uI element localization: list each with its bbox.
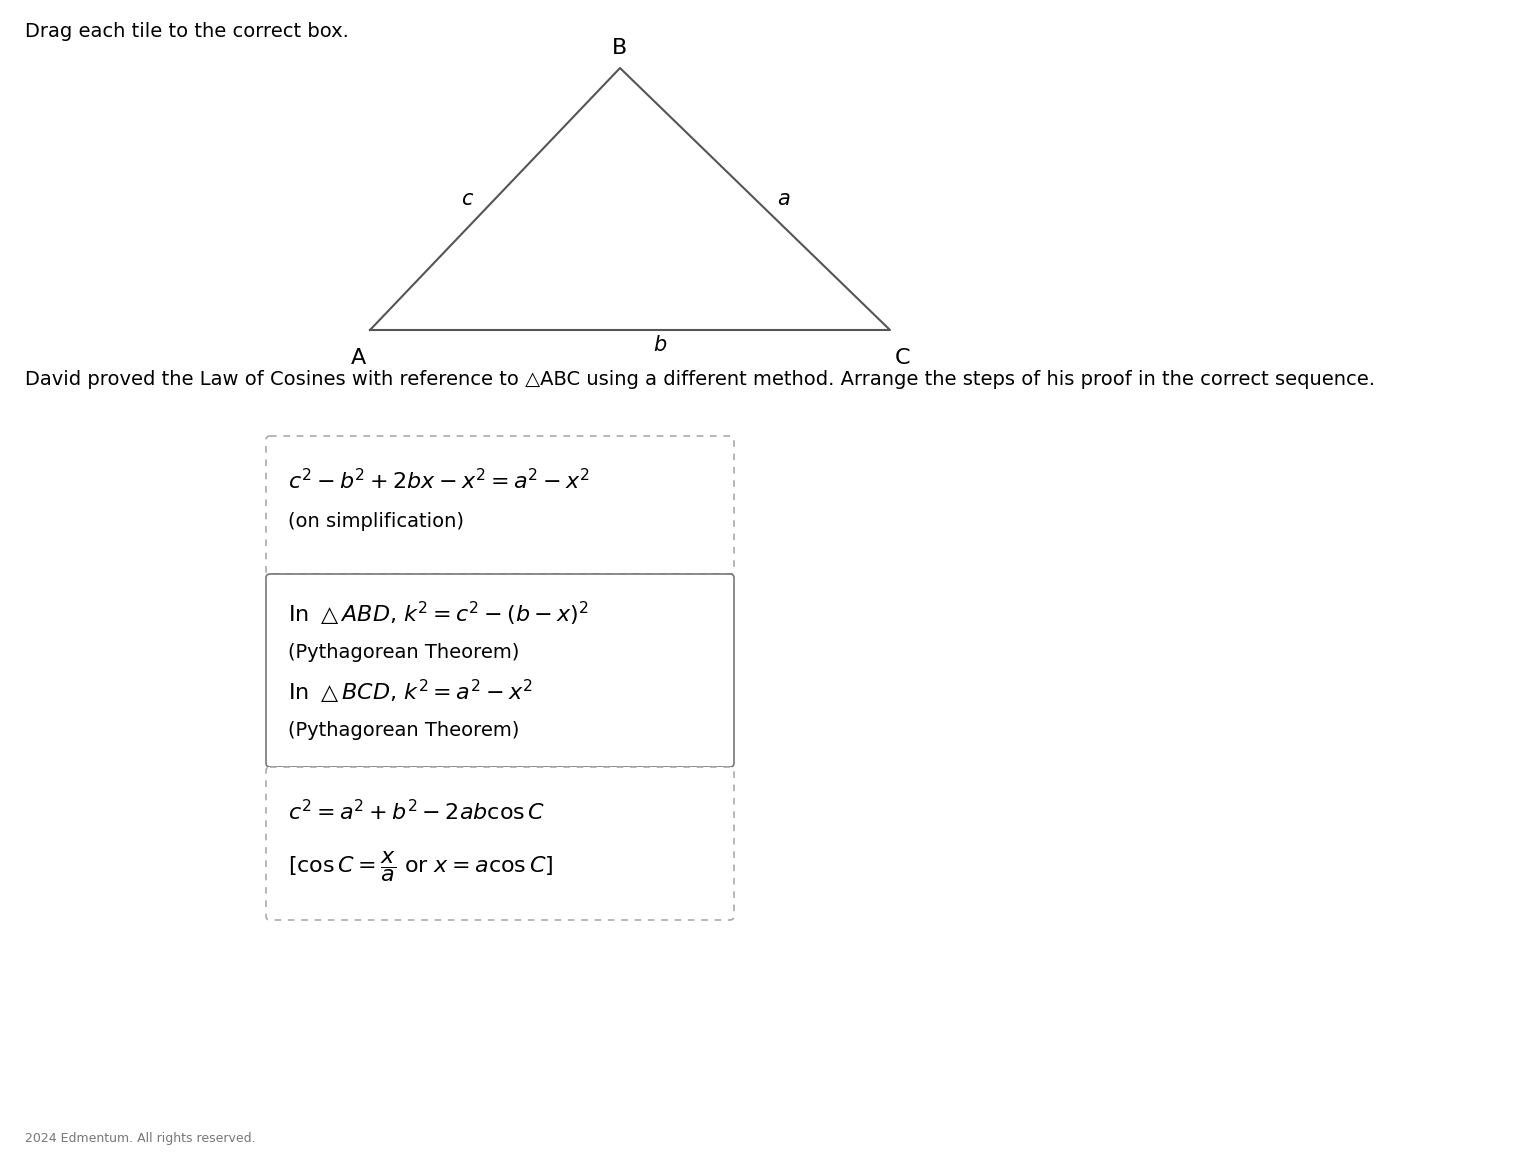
FancyBboxPatch shape (265, 768, 733, 920)
Text: 2024 Edmentum. All rights reserved.: 2024 Edmentum. All rights reserved. (25, 1133, 256, 1145)
Text: (on simplification): (on simplification) (288, 512, 463, 531)
Text: c: c (462, 190, 472, 209)
Text: David proved the Law of Cosines with reference to △ABC using a different method.: David proved the Law of Cosines with ref… (25, 370, 1374, 388)
Text: In $\triangle ABD$, $k^2 = c^2 - (b - x)^2$: In $\triangle ABD$, $k^2 = c^2 - (b - x)… (288, 600, 589, 628)
Text: A: A (350, 347, 365, 369)
Text: $c^2 = a^2 + b^2 - 2ab\cos C$: $c^2 = a^2 + b^2 - 2ab\cos C$ (288, 799, 546, 824)
Text: (Pythagorean Theorem): (Pythagorean Theorem) (288, 644, 520, 662)
FancyBboxPatch shape (265, 574, 733, 768)
Text: B: B (612, 37, 627, 58)
Text: $c^2 - b^2 + 2bx - x^2 = a^2 - x^2$: $c^2 - b^2 + 2bx - x^2 = a^2 - x^2$ (288, 468, 591, 494)
Text: b: b (653, 335, 667, 355)
Text: a: a (778, 190, 790, 209)
Text: C: C (894, 347, 910, 369)
Text: In $\triangle BCD$, $k^2 = a^2 - x^2$: In $\triangle BCD$, $k^2 = a^2 - x^2$ (288, 677, 532, 707)
FancyBboxPatch shape (265, 436, 733, 574)
Text: $[\cos C = \dfrac{x}{a}$ or $x = a\cos C]$: $[\cos C = \dfrac{x}{a}$ or $x = a\cos C… (288, 849, 554, 885)
Text: Drag each tile to the correct box.: Drag each tile to the correct box. (25, 22, 348, 41)
Text: (Pythagorean Theorem): (Pythagorean Theorem) (288, 721, 520, 739)
